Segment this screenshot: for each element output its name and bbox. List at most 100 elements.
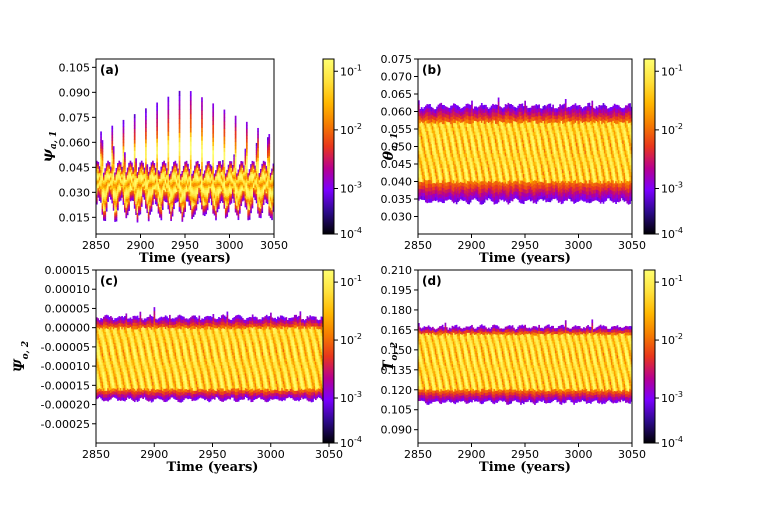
x-tick-label: 2900	[458, 239, 486, 252]
y-axis-label: ψa, 1	[40, 131, 59, 163]
y-axis-label: To, 2	[381, 342, 400, 371]
x-tick-label: 2900	[127, 239, 155, 252]
colorbar-tick-label: 10-1	[661, 274, 683, 289]
heatmap-cells	[418, 319, 632, 405]
colorbar-tick-label: 10-3	[661, 390, 683, 405]
panel-a: 2850 2900 2950 3000 3050 0.015 0.030 0.045 0.060…	[40, 58, 362, 266]
y-tick-label: 0.060	[59, 136, 91, 149]
x-tick-label: 2950	[511, 448, 539, 461]
x-tick-label: 3050	[315, 448, 343, 461]
x-tick-label: 3000	[216, 239, 244, 252]
y-tick-label: -0.00025	[41, 418, 90, 431]
y-tick-label: 0.060	[381, 106, 413, 119]
y-tick-label: 0.035	[381, 193, 413, 206]
x-tick-label: 2950	[171, 239, 199, 252]
panel-d: 2850 2900 2950 3000 3050 0.090 0.105 0.120 0.135…	[381, 264, 683, 475]
y-tick-label: 0.075	[381, 53, 413, 66]
y-tick-label: 0.210	[381, 264, 413, 277]
x-tick-label: 2950	[511, 239, 539, 252]
y-tick-label: 0.065	[381, 88, 413, 101]
x-tick-label: 2850	[404, 239, 432, 252]
y-tick-label: -0.00015	[41, 379, 90, 392]
panel-label: (d)	[422, 274, 442, 288]
x-tick-label: 2900	[140, 448, 168, 461]
y-tick-label: 0.090	[381, 424, 413, 437]
panel-label: (b)	[422, 63, 442, 77]
y-tick-label: -0.00010	[41, 360, 90, 373]
colorbar-tick-label: 10-3	[661, 181, 683, 196]
colorbar-tick-label: 10-1	[661, 63, 683, 78]
heatmap-cells	[96, 307, 329, 403]
x-tick-label: 3000	[565, 239, 593, 252]
x-tick-label: 2900	[458, 448, 486, 461]
x-tick-label: 3000	[257, 448, 285, 461]
y-tick-label: 0.120	[381, 384, 413, 397]
panel-c: 2850 2900 2950 3000 3050 0.00015 0.00010 0.0000…	[12, 264, 362, 475]
y-tick-label: 0.070	[381, 71, 413, 84]
y-axis-label: Ψo, 2	[12, 341, 31, 372]
y-tick-label: 0.195	[381, 284, 413, 297]
colorbar-tick-label: 10-2	[340, 122, 362, 137]
x-tick-label: 2850	[82, 448, 110, 461]
y-tick-label: 0.150	[381, 344, 413, 357]
panel-label: (a)	[100, 63, 119, 77]
y-tick-label: 0.045	[381, 158, 413, 171]
x-axis-label: Time (years)	[479, 460, 571, 475]
y-tick-label: 0.00005	[45, 302, 91, 315]
colorbar: 10-4 10-3 10-2 10-1	[322, 269, 362, 450]
colorbar: 10-4 10-3 10-2 10-1	[643, 58, 683, 241]
y-tick-label: 0.075	[59, 111, 91, 124]
colorbar-tick-label: 10-1	[340, 63, 362, 78]
colorbar: 10-4 10-3 10-2 10-1	[322, 58, 362, 241]
x-tick-label: 3050	[618, 448, 646, 461]
y-tick-label: -0.00005	[41, 341, 90, 354]
panel-b: 2850 2900 2950 3000 3050 0.030 0.035 0.040 0.045…	[381, 53, 683, 266]
x-tick-label: 2850	[82, 239, 110, 252]
y-tick-label: 0.105	[59, 61, 91, 74]
y-tick-label: 0.050	[381, 141, 413, 154]
y-tick-label: 0.055	[381, 123, 413, 136]
colorbar: 10-4 10-3 10-2 10-1	[643, 269, 683, 450]
colorbar-tick-label: 10-4	[340, 435, 362, 450]
y-tick-label: 0.135	[381, 364, 413, 377]
colorbar-tick-label: 10-3	[340, 390, 362, 405]
x-tick-label: 3050	[260, 239, 288, 252]
x-tick-label: 3050	[618, 239, 646, 252]
colorbar-tick-label: 10-1	[340, 274, 362, 289]
x-axis-label: Time (years)	[479, 251, 571, 266]
colorbar-tick-label: 10-2	[661, 122, 683, 137]
panel-label: (c)	[100, 274, 118, 288]
y-axis-label: θa, 1	[381, 133, 400, 161]
x-tick-label: 2950	[199, 448, 227, 461]
heatmap-cells	[418, 97, 632, 205]
x-axis-label: Time (years)	[139, 251, 231, 266]
y-tick-label: 0.180	[381, 304, 413, 317]
y-tick-label: 0.00000	[45, 322, 91, 335]
colorbar-tick-label: 10-2	[661, 332, 683, 347]
colorbar-tick-label: 10-4	[661, 435, 683, 450]
colorbar-tick-label: 10-2	[340, 332, 362, 347]
colorbar-tick-label: 10-4	[661, 226, 683, 241]
x-axis-label: Time (years)	[167, 460, 259, 475]
y-tick-label: 0.030	[59, 186, 91, 199]
colorbar-tick-label: 10-3	[340, 181, 362, 196]
y-tick-label: 0.045	[59, 161, 91, 174]
y-tick-label: 0.105	[381, 404, 413, 417]
y-tick-label: 0.00015	[45, 264, 91, 277]
y-tick-label: -0.00020	[41, 399, 90, 412]
colorbar-gradient	[643, 269, 656, 444]
colorbar-gradient	[322, 58, 335, 235]
colorbar-gradient	[643, 58, 656, 235]
y-tick-label: 0.00010	[45, 283, 91, 296]
x-tick-label: 3000	[565, 448, 593, 461]
colorbar-tick-label: 10-4	[340, 226, 362, 241]
heatmap-cells	[96, 90, 274, 223]
colorbar-gradient	[322, 269, 335, 444]
y-tick-label: 0.040	[381, 176, 413, 189]
y-tick-label: 0.090	[59, 86, 91, 99]
y-tick-label: 0.030	[381, 211, 413, 224]
x-tick-label: 2850	[404, 448, 432, 461]
y-tick-label: 0.015	[59, 211, 91, 224]
y-tick-label: 0.165	[381, 324, 413, 337]
